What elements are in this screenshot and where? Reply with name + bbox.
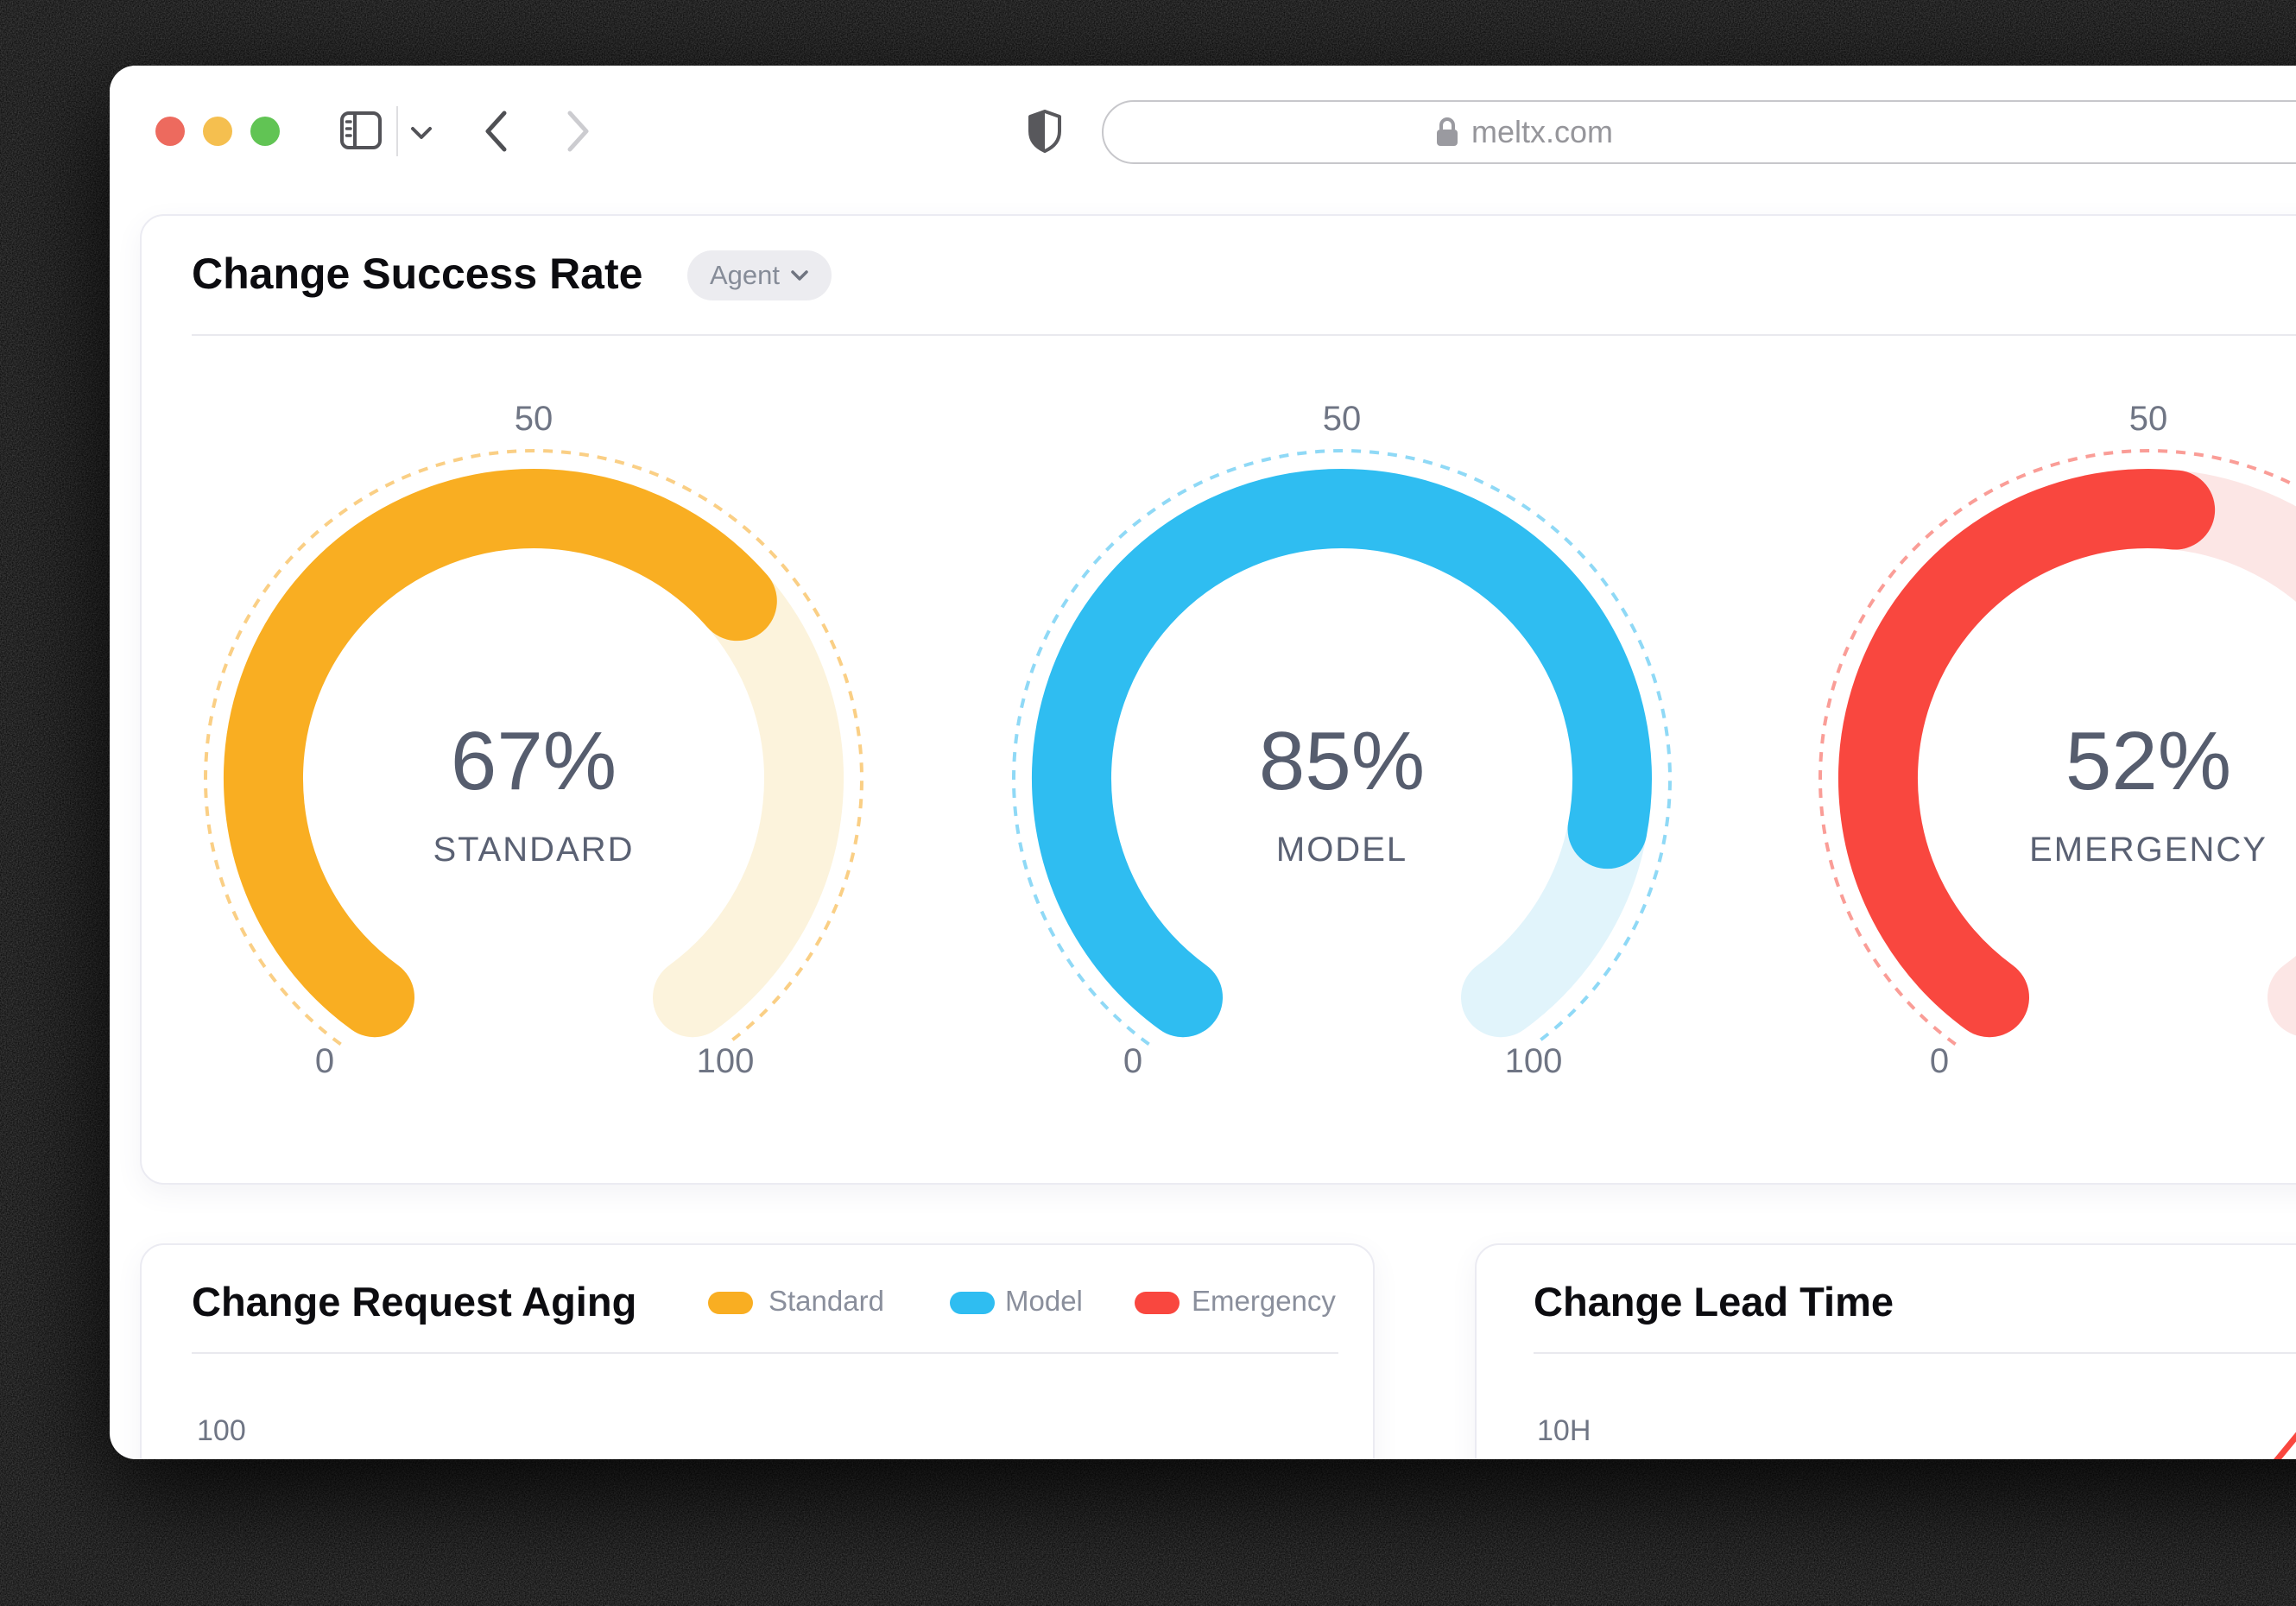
agent-filter-label: Agent <box>710 260 781 290</box>
gauge-tick-min: 0 <box>315 1042 334 1080</box>
gauge-tick-max: 100 <box>697 1042 755 1080</box>
legend-label-model: Model <box>1005 1285 1083 1317</box>
privacy-shield-icon[interactable] <box>1027 109 1063 154</box>
gauge-value: 67% <box>451 715 617 807</box>
minimize-window-button[interactable] <box>203 117 232 146</box>
gauge-label: EMERGENCY <box>2029 831 2268 869</box>
gauge-standard: 50 0 100 67% STANDARD <box>145 390 922 1167</box>
gauge-model: 50 0 100 85% MODEL <box>953 390 1730 1167</box>
change-lead-time-card: Change Lead Time 10H <box>1475 1243 2296 1459</box>
gauge-tick-min: 0 <box>1930 1042 1949 1080</box>
success-card-title: Change Success Rate <box>192 250 643 298</box>
aging-card-title: Change Request Aging <box>192 1279 637 1325</box>
gauge-label: STANDARD <box>433 831 634 869</box>
zoom-window-button[interactable] <box>250 117 280 146</box>
close-window-button[interactable] <box>155 117 185 146</box>
gauge-tick-min: 0 <box>1123 1042 1142 1080</box>
browser-window: meltx.com Change Success Rate Agent 50 0… <box>110 66 2296 1459</box>
address-bar-content: meltx.com <box>1435 102 1613 162</box>
gauge-value: 52% <box>2065 715 2231 807</box>
aging-card-divider <box>192 1352 1338 1354</box>
browser-toolbar: meltx.com <box>110 66 2296 197</box>
legend-label-standard: Standard <box>768 1285 884 1317</box>
toolbar-divider <box>396 106 398 156</box>
gauge-tick-mid: 50 <box>2129 400 2168 438</box>
legend-swatch-emergency <box>1135 1292 1180 1314</box>
gauge-label: MODEL <box>1276 831 1407 869</box>
sidebar-toggle-icon[interactable] <box>339 111 383 150</box>
gauge-value: 85% <box>1259 715 1425 807</box>
legend-swatch-standard <box>708 1292 753 1314</box>
lead-card-divider <box>1534 1352 2296 1354</box>
back-button[interactable] <box>483 110 509 153</box>
lead-y-axis-tick: 10H <box>1537 1414 1591 1447</box>
legend-swatch-model <box>950 1292 995 1314</box>
change-request-aging-card: Change Request Aging Standard Model Emer… <box>140 1243 1375 1459</box>
gauge-tick-mid: 50 <box>515 400 553 438</box>
gauge-tick-mid: 50 <box>1323 400 1362 438</box>
agent-filter-dropdown[interactable]: Agent <box>687 250 832 300</box>
forward-button[interactable] <box>566 110 591 153</box>
lock-icon <box>1437 117 1458 146</box>
change-success-rate-card: Change Success Rate Agent 50 0 100 67% S… <box>140 214 2296 1185</box>
address-bar[interactable]: meltx.com <box>1102 100 2296 164</box>
lead-time-emergency-line <box>2274 1432 2296 1459</box>
legend-label-emergency: Emergency <box>1192 1285 1336 1317</box>
aging-y-axis-tick: 100 <box>197 1414 246 1447</box>
lead-card-title: Change Lead Time <box>1534 1279 1894 1325</box>
chevron-down-icon <box>791 270 808 281</box>
sidebar-chevron-down-icon[interactable] <box>410 126 433 140</box>
gauge-tick-max: 100 <box>1505 1042 1563 1080</box>
url-text: meltx.com <box>1471 114 1614 149</box>
gauge-emergency: 50 0 100 52% EMERGENCY <box>1760 390 2296 1167</box>
success-card-divider <box>192 334 2296 336</box>
